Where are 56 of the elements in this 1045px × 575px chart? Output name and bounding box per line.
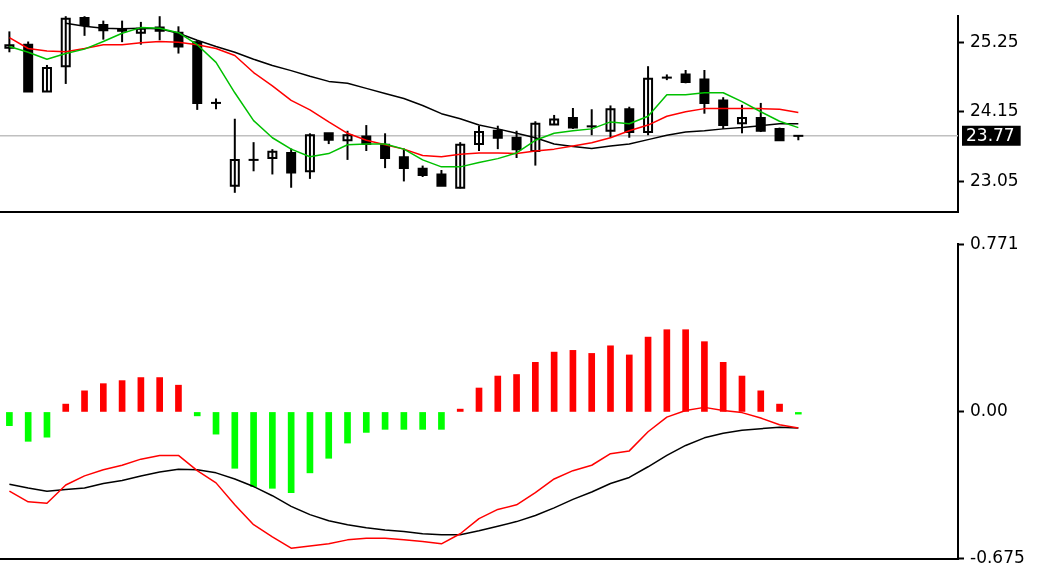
bar <box>362 412 370 433</box>
bar <box>776 403 783 412</box>
bar <box>663 329 671 412</box>
candlestick <box>585 108 598 137</box>
y-tick-label: 25.25 <box>970 30 1019 51</box>
y-tick-label: 0.771 <box>970 232 1019 253</box>
bar <box>513 374 520 412</box>
bar <box>588 353 596 412</box>
bar <box>269 412 276 489</box>
candlestick <box>455 141 466 190</box>
candlestick <box>41 63 52 93</box>
candlestick <box>736 103 747 135</box>
y-tick-label: 0.00 <box>970 400 1008 421</box>
bar <box>494 375 502 412</box>
candlestick <box>4 30 15 54</box>
bar <box>550 351 558 412</box>
bar <box>99 383 107 412</box>
bar <box>250 412 257 487</box>
bar <box>156 377 163 412</box>
bar <box>193 412 201 417</box>
bar <box>607 345 614 412</box>
bar <box>475 387 483 412</box>
bar <box>137 377 145 412</box>
bar <box>62 403 70 412</box>
bar <box>306 412 314 474</box>
bar <box>381 412 389 430</box>
bar <box>6 412 13 426</box>
bar <box>438 412 445 430</box>
candlestick <box>643 65 654 137</box>
y-tick-label: 23.05 <box>970 169 1019 190</box>
y-tick-label: -0.675 <box>970 547 1025 568</box>
bar <box>24 412 32 442</box>
candlestick <box>229 117 240 194</box>
bar <box>419 412 426 430</box>
ref-line-label: 23.77 <box>966 125 1015 146</box>
candlestick <box>605 104 616 139</box>
bar <box>325 412 333 459</box>
candlestick <box>342 129 353 161</box>
bar <box>81 390 88 412</box>
candlestick <box>304 132 315 180</box>
candlestick <box>247 141 260 173</box>
bar <box>569 350 577 412</box>
candlestick <box>267 148 278 176</box>
bar <box>344 412 351 444</box>
bar <box>231 412 239 469</box>
bar <box>644 336 652 412</box>
bar <box>43 412 51 438</box>
bar <box>400 412 408 430</box>
bar <box>625 354 633 412</box>
bar <box>118 380 126 412</box>
y-tick-label: 24.15 <box>970 100 1019 121</box>
bar <box>757 390 765 412</box>
bar <box>287 412 295 493</box>
bar <box>532 362 539 412</box>
bar <box>456 408 464 412</box>
bar <box>175 384 182 412</box>
